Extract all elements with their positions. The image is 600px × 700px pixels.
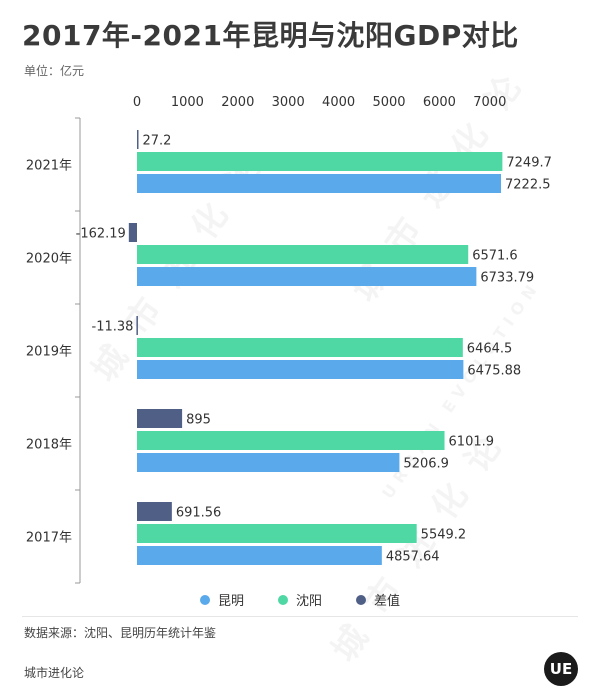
y-category-label: 2018年 [26,438,72,453]
bar-value-label: 6475.88 [467,364,521,379]
diff-bar [128,223,137,242]
x-tick-label: 1000 [171,95,204,110]
diff-bar [137,130,139,149]
diff-bar [136,316,138,335]
diff-bar [137,502,172,521]
legend-dot-kunming [199,594,210,605]
shenyang-bar [137,431,445,450]
y-category-label: 2021年 [26,159,72,174]
x-tick-label: 7000 [473,95,506,110]
y-category-label: 2017年 [26,531,72,546]
x-tick-label: 5000 [372,95,405,110]
bar-value-label: -11.38 [92,320,134,335]
legend-label: 沈阳 [295,594,322,609]
bar-value-label: 27.2 [143,134,172,149]
shenyang-bar [137,338,463,357]
y-category-label: 2019年 [26,345,72,360]
kunming-bar [137,546,382,565]
brand-name: 城市进化论 [24,666,85,680]
shenyang-bar [137,524,417,543]
bar-value-label: 691.56 [176,506,222,521]
bar-value-label: 6571.6 [472,249,517,264]
bar-value-label: 7222.5 [505,178,551,193]
kunming-bar [137,360,464,379]
legend-label: 差值 [374,594,401,609]
legend-dot-shenyang [277,594,288,605]
legend-item-diff[interactable]: 差值 [356,590,400,609]
x-tick-label: 2000 [221,95,254,110]
x-tick-label: 4000 [322,95,355,110]
shenyang-bar [137,245,469,264]
kunming-bar [137,174,502,193]
x-tick-label: 6000 [423,95,456,110]
bar-value-label: 5549.2 [421,528,467,543]
bar-value-label: 6464.5 [467,342,513,357]
legend-dot-diff [356,594,366,605]
bar-value-label: 4857.64 [386,550,440,565]
x-tick-label: 0 [133,95,141,110]
divider [22,616,578,617]
bar-value-label: 6101.9 [449,435,495,450]
chart-legend: 昆明 沈阳 差值 [0,590,600,609]
bar-value-label: 895 [186,413,211,428]
x-tick-label: 3000 [272,95,305,110]
source-note: 数据来源：沈阳、昆明历年统计年鉴 [24,626,217,640]
page-title: 2017年-2021年昆明与沈阳GDP对比 [22,19,519,52]
bar-value-label: 6733.79 [480,271,534,286]
legend-item-shenyang[interactable]: 沈阳 [277,590,322,609]
shenyang-bar [137,152,503,171]
kunming-bar [137,453,400,472]
y-category-label: 2020年 [26,252,72,267]
bar-value-label: 7249.7 [506,156,552,171]
bar-value-label: -162.19 [76,227,126,242]
kunming-bar [137,267,477,286]
diff-bar [137,409,183,428]
brand-logo: UE [544,652,578,686]
legend-item-kunming[interactable]: 昆明 [199,590,244,609]
bar-value-label: 5206.9 [403,457,449,472]
legend-label: 昆明 [217,594,244,609]
unit-label: 单位：亿元 [24,64,85,78]
